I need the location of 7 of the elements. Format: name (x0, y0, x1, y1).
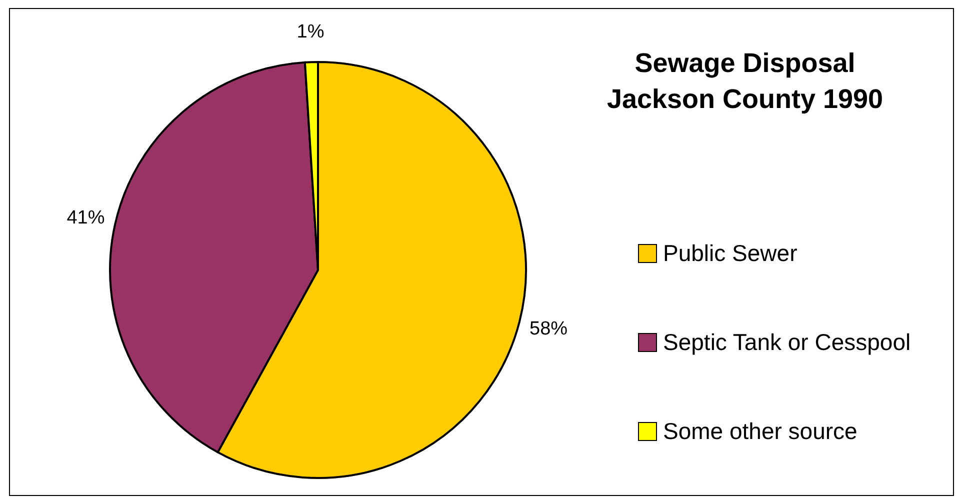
data-label: 41% (66, 208, 105, 229)
legend-label: Public Sewer (663, 240, 798, 267)
legend-label: Septic Tank or Cesspool (663, 329, 911, 356)
data-label: 1% (296, 22, 324, 43)
data-label: 58% (530, 318, 568, 340)
legend-label: Some other source (663, 418, 858, 445)
text: Sewage Disposal Jackson County 1990 (606, 47, 884, 116)
